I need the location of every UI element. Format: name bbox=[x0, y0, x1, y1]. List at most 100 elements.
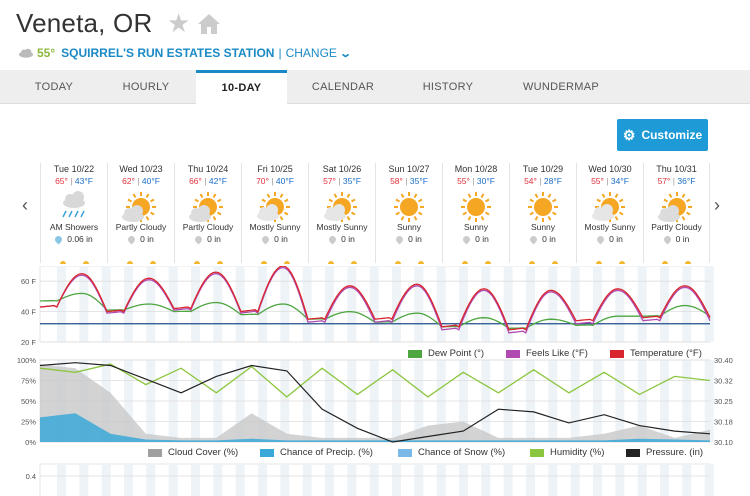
sun-marks bbox=[41, 261, 107, 264]
previous-arrow-icon[interactable]: ‹ bbox=[22, 195, 28, 215]
station-name-link[interactable]: SQUIRREL'S RUN ESTATES STATION bbox=[61, 46, 275, 60]
day-card[interactable]: Thu 10/24 66° | 42°F Partly Cloudy 0 in bbox=[174, 163, 241, 264]
night-band bbox=[57, 266, 66, 342]
legend-label: Dew Point (°) bbox=[428, 348, 485, 359]
mostly-sunny-icon bbox=[324, 192, 357, 222]
home-icon[interactable] bbox=[196, 12, 222, 36]
day-condition: Mostly Sunny bbox=[316, 222, 368, 232]
legend-item[interactable]: Humidity (%) bbox=[530, 447, 604, 458]
cloud-icon bbox=[19, 48, 33, 58]
night-band bbox=[191, 464, 200, 496]
legend-label: Pressure. (in) bbox=[646, 447, 704, 458]
night-band bbox=[392, 464, 401, 496]
day-card[interactable]: Tue 10/22 65° | 43°F AM Showers 0.06 in bbox=[40, 163, 107, 264]
pressure-axis-tick: 30.32 bbox=[714, 377, 733, 386]
night-band bbox=[459, 464, 468, 496]
day-name: Fri 10/25 bbox=[257, 164, 293, 174]
tab-hourly[interactable]: HOURLY bbox=[122, 81, 170, 93]
sun-marks bbox=[443, 261, 509, 264]
sun-marks bbox=[309, 261, 375, 264]
customize-button[interactable]: ⚙ Customize bbox=[617, 119, 708, 151]
raindrop-icon bbox=[260, 234, 271, 244]
day-condition: Sunny bbox=[396, 222, 422, 232]
feels-like-series-line bbox=[39, 266, 711, 334]
legend-item[interactable]: Chance of Precip. (%) bbox=[260, 447, 373, 458]
tab-10-day[interactable]: 10-DAY bbox=[196, 70, 287, 105]
sunset-icon bbox=[684, 261, 691, 264]
legend-swatch bbox=[530, 448, 544, 457]
day-name: Wed 10/23 bbox=[119, 164, 163, 174]
day-precip: 0 in bbox=[309, 234, 375, 244]
sunrise-icon bbox=[59, 261, 66, 264]
day-high: 57° bbox=[657, 176, 671, 186]
night-band bbox=[414, 464, 424, 496]
day-card[interactable]: Sat 10/26 57° | 35°F Mostly Sunny 0 in bbox=[308, 163, 375, 264]
raindrop-icon bbox=[327, 234, 338, 244]
legend-item[interactable]: Pressure. (in) bbox=[626, 447, 703, 458]
chevron-down-icon[interactable]: ⌄ bbox=[339, 47, 352, 60]
day-name: Wed 10/30 bbox=[588, 164, 632, 174]
day-card[interactable]: Tue 10/29 54° | 28°F Sunny 0 in bbox=[509, 163, 576, 264]
tab-history[interactable]: HISTORY bbox=[422, 81, 474, 93]
day-precip: 0 in bbox=[242, 234, 308, 244]
temp-axis-tick: 40 F bbox=[21, 308, 36, 317]
day-precip-amount: 0 in bbox=[274, 234, 288, 244]
current-temp: 55° bbox=[37, 46, 56, 60]
night-band bbox=[302, 266, 312, 342]
legend-item[interactable]: Chance of Snow (%) bbox=[398, 447, 505, 458]
location-header: Veneta, OR ★ 55° SQUIRREL'S RUN ESTATES … bbox=[0, 0, 750, 70]
day-card[interactable]: Thu 10/31 57° | 36°F Partly Cloudy 0 in bbox=[643, 163, 710, 264]
separator: | bbox=[278, 46, 282, 60]
night-band bbox=[79, 464, 89, 496]
star-icon[interactable]: ★ bbox=[167, 8, 191, 38]
day-card[interactable]: Fri 10/25 70° | 40°F Mostly Sunny 0 in bbox=[241, 163, 308, 264]
day-name: Mon 10/28 bbox=[454, 164, 498, 174]
day-temps: 57° | 36°F bbox=[657, 176, 696, 186]
percent-axis-tick: 0% bbox=[25, 438, 36, 447]
day-high: 66° bbox=[189, 176, 202, 186]
day-card[interactable]: Mon 10/28 55° | 30°F Sunny 0 in bbox=[442, 163, 509, 264]
night-band bbox=[369, 266, 379, 342]
night-band bbox=[392, 266, 401, 342]
tab-wundermap[interactable]: WUNDERMAP bbox=[522, 81, 600, 93]
day-precip: 0 in bbox=[644, 234, 709, 244]
night-band bbox=[213, 266, 223, 342]
sunset-icon bbox=[551, 261, 558, 264]
day-condition: Sunny bbox=[530, 222, 556, 232]
temp-axis-tick: 60 F bbox=[21, 277, 36, 286]
day-condition: Partly Cloudy bbox=[182, 222, 234, 232]
legend-item[interactable]: Cloud Cover (%) bbox=[148, 447, 238, 458]
day-precip-amount: 0 in bbox=[140, 234, 154, 244]
day-precip-amount: 0 in bbox=[408, 234, 422, 244]
next-arrow-icon[interactable]: › bbox=[714, 195, 720, 215]
change-station-link[interactable]: CHANGE bbox=[285, 46, 337, 60]
legend-swatch bbox=[260, 448, 274, 457]
day-name: Sun 10/27 bbox=[388, 164, 430, 174]
sunrise-icon bbox=[461, 261, 468, 264]
forecast-charts: 60 F 40 F 20 F 100% 75% 50% 25% 0% 30.40 30.32 30.… bbox=[17, 266, 733, 496]
tab-calendar[interactable]: CALENDAR bbox=[311, 81, 375, 93]
day-card[interactable]: Sun 10/27 58° | 35°F Sunny 0 in bbox=[375, 163, 442, 264]
day-high: 62° bbox=[122, 176, 135, 186]
day-precip: 0 in bbox=[175, 234, 241, 244]
night-band bbox=[637, 266, 647, 342]
day-precip: 0 in bbox=[108, 234, 174, 244]
legend-swatch bbox=[408, 349, 422, 358]
sunrise-icon bbox=[528, 261, 535, 264]
pressure-axis-tick: 30.10 bbox=[714, 438, 733, 447]
day-low: 35°F bbox=[342, 176, 361, 186]
day-card[interactable]: Wed 10/23 62° | 40°F Partly Cloudy 0 in bbox=[107, 163, 174, 264]
rain-cloud-icon bbox=[62, 191, 85, 218]
night-band bbox=[369, 464, 379, 496]
night-band bbox=[168, 266, 178, 342]
partly-cloudy-icon bbox=[657, 192, 692, 222]
night-band bbox=[146, 464, 156, 496]
legend-item[interactable]: Temperature (°F) bbox=[610, 348, 702, 359]
legend-item[interactable]: Dew Point (°) bbox=[408, 348, 484, 359]
tab-today[interactable]: TODAY bbox=[34, 81, 74, 93]
day-high: 70° bbox=[256, 176, 269, 186]
day-card[interactable]: Wed 10/30 55° | 34°F Mostly Sunny 0 in bbox=[576, 163, 643, 264]
day-precip: 0.06 in bbox=[41, 234, 107, 244]
night-band bbox=[235, 266, 245, 342]
legend-item[interactable]: Feels Like (°F) bbox=[506, 348, 588, 359]
